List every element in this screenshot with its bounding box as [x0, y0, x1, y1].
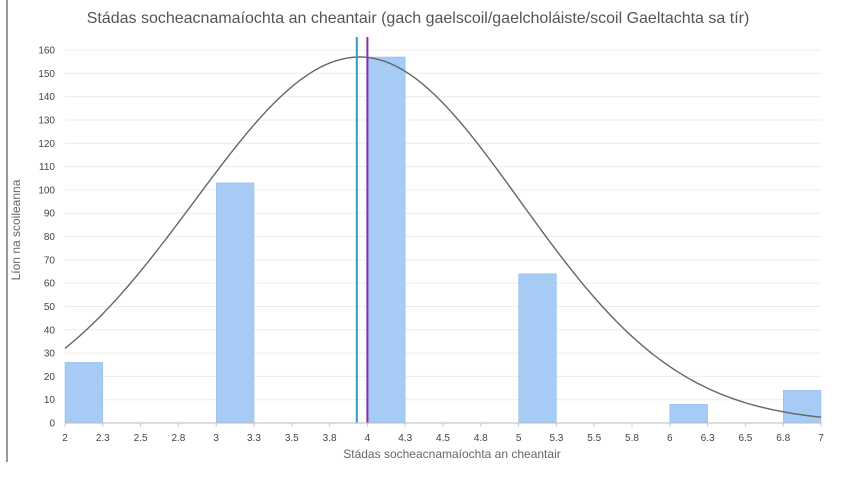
histogram-bar — [367, 56, 406, 424]
x-tick-label: 3.3 — [247, 433, 261, 444]
x-tick-label: 4.8 — [474, 433, 488, 444]
x-tick-label: 6.3 — [701, 433, 715, 444]
x-tick-label: 5.5 — [587, 433, 601, 444]
x-tick-label: 7 — [818, 433, 824, 444]
y-tick-label: 80 — [44, 232, 56, 243]
x-tick-label: 4 — [365, 433, 371, 444]
x-axis-title: Stádas socheacnamaíochta an cheantair — [343, 447, 560, 461]
x-tick-label: 2.3 — [96, 433, 110, 444]
x-tick-label: 5.8 — [625, 433, 639, 444]
y-tick-label: 60 — [44, 279, 56, 290]
y-tick-label: 160 — [38, 46, 55, 57]
y-tick-label: 70 — [44, 255, 56, 266]
histogram-bar — [215, 182, 255, 424]
y-tick-label: 40 — [44, 325, 56, 336]
histogram-bar — [782, 390, 822, 424]
y-tick-label: 10 — [44, 395, 56, 406]
x-tick-label: 6.5 — [738, 433, 752, 444]
normal-distribution-curve — [64, 56, 822, 418]
x-tick-label: 2 — [62, 433, 68, 444]
y-tick-label: 120 — [38, 139, 55, 150]
x-tick-label: 3.8 — [323, 433, 337, 444]
y-tick-label: 0 — [49, 419, 55, 430]
gridlines — [65, 49, 821, 401]
chart-title: Stádas socheacnamaíochta an cheantair (g… — [87, 10, 750, 27]
x-tick-label: 5.3 — [549, 433, 563, 444]
x-tick-label: 4.5 — [436, 433, 450, 444]
y-tick-label: 20 — [44, 372, 56, 383]
y-tick-label: 50 — [44, 302, 56, 313]
y-tick-label: 100 — [38, 185, 55, 196]
y-axis-title: Líon na scoileanna — [9, 179, 23, 280]
y-tick-label: 90 — [44, 209, 56, 220]
x-tick-label: 3.5 — [285, 433, 299, 444]
y-tick-label: 140 — [38, 92, 55, 103]
bars — [64, 56, 822, 424]
histogram-bar — [669, 404, 708, 424]
x-tick-label: 2.8 — [171, 433, 185, 444]
reference-lines — [355, 37, 369, 423]
y-tick-label: 150 — [38, 69, 55, 80]
y-tick-label: 130 — [38, 115, 55, 126]
x-tick-label: 5 — [516, 433, 522, 444]
x-tick-label: 4.3 — [398, 433, 412, 444]
y-tick-label: 30 — [44, 349, 56, 360]
histogram-bar — [518, 273, 557, 424]
x-tick-label: 6.8 — [776, 433, 790, 444]
x-tick-label: 6 — [667, 433, 673, 444]
histogram-bar — [64, 362, 104, 424]
x-tick-label: 3 — [213, 433, 219, 444]
y-tick-label: 110 — [39, 162, 55, 173]
y-axis-ticks: 0 10 20 30 40 50 60 70 80 90 100 110 120 130 140 150 160 — [38, 46, 55, 430]
x-axis-ticks: 2 2.3 2.5 2.8 3 3.3 3.5 3.8 4 4.3 4.5 4.8 5 5.3 5.5 5.8… — [62, 423, 824, 444]
x-tick-label: 2.5 — [134, 433, 148, 444]
